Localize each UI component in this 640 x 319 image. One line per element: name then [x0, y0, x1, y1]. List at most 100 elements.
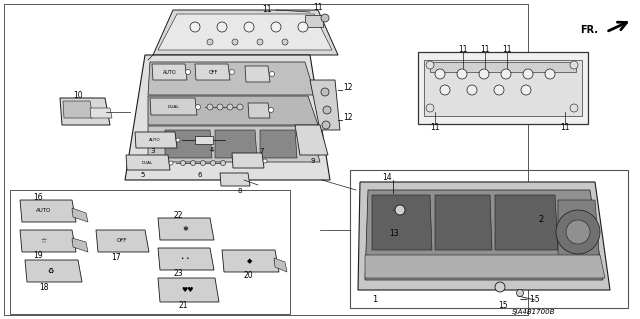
Circle shape: [298, 22, 308, 32]
Circle shape: [457, 69, 467, 79]
Circle shape: [570, 61, 578, 69]
Polygon shape: [358, 182, 610, 290]
Polygon shape: [310, 80, 340, 130]
Polygon shape: [135, 132, 177, 148]
Text: DUAL: DUAL: [141, 161, 152, 165]
Polygon shape: [20, 230, 76, 252]
Polygon shape: [260, 130, 297, 158]
Text: ❅: ❅: [182, 226, 188, 232]
Polygon shape: [365, 255, 605, 278]
Circle shape: [191, 160, 195, 166]
Circle shape: [467, 85, 477, 95]
Text: ♻: ♻: [48, 268, 54, 274]
Circle shape: [494, 85, 504, 95]
Circle shape: [323, 106, 331, 114]
Circle shape: [426, 61, 434, 69]
Circle shape: [269, 71, 275, 77]
Text: ♥♥: ♥♥: [182, 287, 195, 293]
Text: OFF: OFF: [209, 70, 218, 75]
Circle shape: [523, 69, 533, 79]
Text: ☆: ☆: [41, 238, 47, 244]
Polygon shape: [222, 250, 279, 272]
Polygon shape: [165, 130, 212, 158]
Polygon shape: [248, 103, 270, 118]
Circle shape: [395, 205, 405, 215]
Bar: [10, 190, 290, 314]
Polygon shape: [495, 195, 558, 250]
Polygon shape: [215, 130, 257, 158]
Text: • •: • •: [180, 256, 189, 262]
Polygon shape: [365, 190, 603, 280]
Circle shape: [186, 70, 191, 75]
Polygon shape: [245, 66, 270, 82]
Polygon shape: [125, 55, 330, 180]
Circle shape: [217, 104, 223, 110]
Text: 11: 11: [502, 46, 512, 55]
Circle shape: [556, 210, 600, 254]
Text: AUTO: AUTO: [149, 138, 161, 142]
Circle shape: [195, 105, 200, 109]
Circle shape: [321, 14, 329, 22]
Polygon shape: [126, 155, 170, 170]
Text: SJA4B1700B: SJA4B1700B: [512, 309, 556, 315]
Polygon shape: [232, 153, 264, 168]
Circle shape: [435, 69, 445, 79]
Polygon shape: [148, 126, 320, 162]
Circle shape: [501, 69, 511, 79]
Circle shape: [227, 104, 233, 110]
Circle shape: [169, 161, 173, 165]
Polygon shape: [90, 108, 112, 118]
Circle shape: [176, 138, 180, 142]
Circle shape: [207, 104, 213, 110]
Circle shape: [190, 22, 200, 32]
Circle shape: [263, 159, 267, 163]
Circle shape: [426, 104, 434, 112]
Polygon shape: [153, 10, 338, 55]
Polygon shape: [150, 98, 197, 115]
Text: 16: 16: [33, 192, 43, 202]
Text: DUAL: DUAL: [167, 105, 179, 109]
Polygon shape: [372, 195, 432, 250]
Polygon shape: [274, 258, 287, 272]
Text: 14: 14: [382, 174, 392, 182]
Circle shape: [545, 69, 555, 79]
Polygon shape: [295, 125, 328, 155]
Circle shape: [257, 39, 263, 45]
Text: 18: 18: [39, 283, 49, 292]
Circle shape: [322, 121, 330, 129]
Circle shape: [570, 104, 578, 112]
Bar: [424, 60, 582, 116]
Polygon shape: [158, 248, 214, 270]
Polygon shape: [158, 278, 219, 302]
Text: 13: 13: [389, 228, 399, 238]
Circle shape: [521, 85, 531, 95]
Text: 2: 2: [538, 216, 543, 225]
Circle shape: [479, 69, 489, 79]
Circle shape: [211, 160, 216, 166]
Text: 11: 11: [313, 4, 323, 12]
Text: 11: 11: [262, 4, 272, 13]
Text: 17: 17: [111, 253, 121, 262]
Text: 3: 3: [151, 148, 156, 154]
Polygon shape: [148, 62, 315, 95]
Polygon shape: [96, 230, 149, 252]
Polygon shape: [25, 260, 82, 282]
Polygon shape: [152, 64, 187, 80]
Circle shape: [516, 290, 524, 296]
Bar: [418, 52, 588, 124]
Circle shape: [244, 22, 254, 32]
Circle shape: [217, 22, 227, 32]
Bar: [305, 15, 323, 27]
Text: 22: 22: [173, 211, 183, 219]
Circle shape: [232, 39, 238, 45]
Text: 23: 23: [173, 270, 183, 278]
Text: OFF: OFF: [116, 239, 127, 243]
Polygon shape: [60, 98, 110, 125]
Circle shape: [495, 282, 505, 292]
Polygon shape: [63, 101, 93, 118]
Circle shape: [271, 22, 281, 32]
Circle shape: [440, 85, 450, 95]
Text: 7: 7: [260, 148, 264, 154]
Polygon shape: [435, 195, 492, 250]
Text: 5: 5: [141, 172, 145, 178]
